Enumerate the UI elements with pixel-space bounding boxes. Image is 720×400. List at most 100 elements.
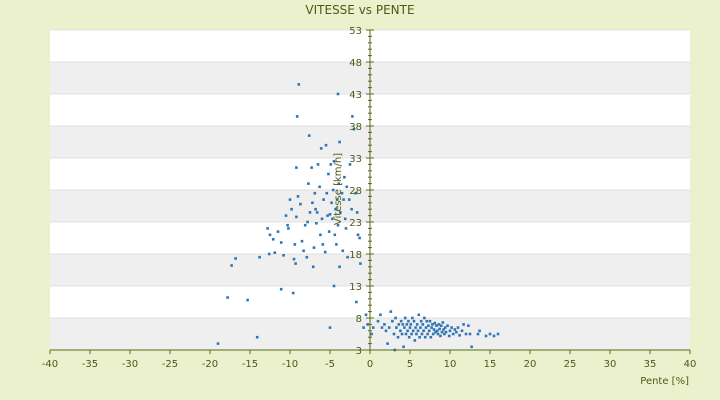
data-point <box>431 323 434 326</box>
data-point <box>316 163 320 166</box>
data-point <box>216 342 220 345</box>
y-tick-label: 28 <box>349 186 362 197</box>
x-tick-label: -15 <box>242 359 258 370</box>
data-point <box>399 329 402 333</box>
data-point <box>286 223 289 227</box>
data-point <box>406 329 409 333</box>
data-point <box>467 324 470 327</box>
data-point <box>295 215 298 219</box>
data-point <box>478 329 481 333</box>
data-point <box>314 207 317 211</box>
data-point <box>295 115 299 118</box>
data-point <box>370 332 373 336</box>
data-point <box>407 335 411 339</box>
data-point <box>299 202 302 206</box>
data-point <box>246 298 249 302</box>
data-point <box>423 316 426 320</box>
x-tick-label: -30 <box>122 359 138 370</box>
data-point <box>312 246 316 249</box>
data-point <box>327 230 331 233</box>
data-point <box>359 262 362 265</box>
data-point <box>426 332 429 336</box>
data-point <box>438 327 441 331</box>
data-point <box>295 166 298 169</box>
data-point <box>340 191 344 195</box>
y-tick-label: 43 <box>349 90 362 101</box>
data-point <box>356 233 360 237</box>
data-point <box>328 326 332 329</box>
data-point <box>394 316 397 320</box>
data-point <box>387 326 391 329</box>
data-point <box>267 252 271 256</box>
data-point <box>380 326 384 329</box>
data-point <box>284 214 288 217</box>
data-point <box>427 329 431 333</box>
data-point <box>427 324 430 327</box>
data-point <box>331 188 335 192</box>
data-point <box>271 237 275 241</box>
data-point <box>335 243 338 246</box>
data-point <box>307 182 310 185</box>
data-point <box>371 326 375 329</box>
data-point <box>290 207 293 211</box>
data-point <box>411 316 414 320</box>
data-point <box>323 250 327 254</box>
data-point <box>410 332 413 336</box>
data-point <box>334 207 337 211</box>
axes <box>49 29 691 354</box>
data-point <box>447 334 451 338</box>
data-point <box>492 334 496 338</box>
data-point <box>293 243 297 246</box>
data-point <box>424 326 428 329</box>
y-tick-label: 18 <box>349 250 362 261</box>
y-tick-label: 13 <box>349 282 362 293</box>
data-point <box>392 332 396 336</box>
data-point <box>366 323 369 326</box>
data-point <box>339 211 342 214</box>
x-tick-label: -10 <box>282 359 298 370</box>
data-point <box>310 166 313 169</box>
data-point <box>442 328 445 331</box>
data-point <box>476 332 480 336</box>
data-point <box>358 236 361 240</box>
data-point <box>399 319 403 323</box>
data-point <box>425 319 429 323</box>
x-tick-labels: -40 -35 -30 -25 -20 -15 -10 -5 0 5 10 15 20 25 30 35 40 <box>42 359 697 370</box>
y-tick-label: 38 <box>349 122 362 133</box>
x-axis-label: Pente [%] <box>640 376 689 387</box>
x-tick-label: 40 <box>684 359 697 370</box>
data-point <box>423 335 427 339</box>
data-point <box>412 319 416 323</box>
x-tick-label: 0 <box>367 359 373 370</box>
data-point <box>303 223 307 227</box>
data-point <box>326 214 329 217</box>
data-point <box>311 201 314 205</box>
data-point <box>291 291 295 295</box>
y-tick-label: 3 <box>356 346 362 357</box>
data-point <box>305 255 309 259</box>
data-point <box>336 92 340 96</box>
data-point <box>308 211 312 214</box>
data-point <box>484 334 488 338</box>
data-point <box>292 257 296 261</box>
data-point <box>320 217 324 221</box>
data-point <box>437 323 441 326</box>
data-point <box>282 253 285 257</box>
x-tick-label: 35 <box>644 359 657 370</box>
y-tick-label: 23 <box>349 218 362 229</box>
data-point <box>306 220 309 224</box>
y-axis-label: Vitesse [km/h] <box>333 153 344 225</box>
x-tick-label: -35 <box>82 359 98 370</box>
data-point <box>350 207 353 211</box>
data-point <box>421 323 425 326</box>
data-point <box>300 239 304 243</box>
data-point <box>268 233 272 237</box>
x-tick-label: -25 <box>162 359 178 370</box>
data-point <box>355 211 359 214</box>
data-point <box>348 163 352 166</box>
data-point <box>395 326 398 329</box>
data-point <box>417 313 421 317</box>
data-point <box>351 115 354 118</box>
